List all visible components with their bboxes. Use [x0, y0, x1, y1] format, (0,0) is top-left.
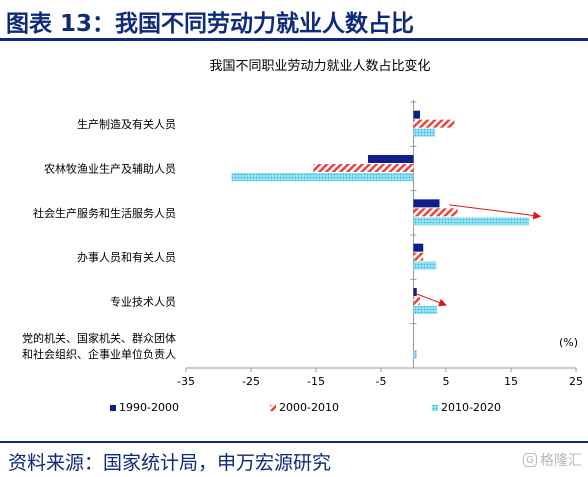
bar-chart: 我国不同职业劳动力就业人数占比变化 -35 -25 -15 -5 5 15 25 生产制造及有…	[22, 58, 583, 414]
bar-2010-2020-3	[413, 261, 437, 270]
category-label: 农林牧渔业生产及辅助人员	[44, 162, 176, 176]
bar-2010-2020-0	[413, 128, 435, 137]
bar-1990-2000-3	[413, 243, 424, 252]
bar-1990-2000-2	[413, 199, 440, 208]
bar-2000-2010-4	[413, 297, 420, 305]
x-tick-label: -25	[242, 375, 260, 388]
chart-title: 我国不同职业劳动力就业人数占比变化	[209, 58, 430, 74]
x-tick-label: 25	[569, 375, 583, 388]
category-label: 专业技术人员	[110, 295, 176, 309]
x-tick-label: 15	[504, 375, 518, 388]
bar-2010-2020-1	[231, 173, 414, 181]
unit-label: (%)	[559, 336, 578, 349]
header-divider	[0, 38, 588, 41]
bar-2000-2010-3	[413, 252, 424, 261]
x-tick-label: -5	[376, 375, 387, 388]
category-label: 办事人员和有关人员	[77, 250, 176, 264]
legend-label: 2000-2010	[279, 401, 339, 414]
x-tick-label: -15	[307, 375, 325, 388]
watermark: G 格隆汇	[523, 450, 582, 470]
bar-2000-2010-2	[413, 208, 458, 217]
watermark-logo-icon: G	[523, 453, 537, 467]
source-note: 资料来源：国家统计局，申万宏源研究	[8, 452, 332, 474]
legend-label: 2010-2020	[441, 401, 501, 414]
legend-swatch	[270, 405, 276, 411]
category-label: 和社会组织、企事业单位负责人	[22, 347, 176, 361]
bar-1990-2000-4	[413, 288, 417, 296]
x-tick-label: -35	[177, 375, 195, 388]
category-label: 党的机关、国家机关、群众团体	[22, 331, 176, 345]
annotations	[415, 204, 542, 307]
trend-arrow	[449, 204, 542, 220]
bar-1990-2000-0	[413, 110, 420, 119]
legend: 1990-2000 2000-2010 2010-2020	[110, 401, 501, 414]
bar-2000-2010-1	[313, 164, 414, 172]
legend-swatch	[432, 405, 438, 411]
bar-2010-2020-5	[413, 350, 417, 359]
legend-label: 1990-2000	[119, 401, 179, 414]
footer-divider	[0, 441, 588, 443]
bar-2010-2020-2	[413, 217, 530, 226]
category-label: 社会生产服务和生活服务人员	[33, 206, 176, 220]
bar-2010-2020-4	[413, 306, 437, 314]
bar-1990-2000-1	[368, 155, 414, 163]
plot-area: -35 -25 -15 -5 5 15 25 生产制造及有关人员农林牧渔业生产及辅助人员社会生…	[22, 100, 583, 388]
x-tick-label: 5	[443, 375, 450, 388]
trend-arrow	[415, 293, 447, 307]
page-title: 图表 13：我国不同劳动力就业人数占比	[6, 11, 415, 37]
category-label: 生产制造及有关人员	[77, 117, 176, 131]
legend-swatch	[110, 405, 116, 411]
header: 图表 13：我国不同劳动力就业人数占比	[0, 0, 588, 42]
bar-2000-2010-0	[413, 119, 455, 128]
watermark-text: 格隆汇	[540, 453, 582, 469]
